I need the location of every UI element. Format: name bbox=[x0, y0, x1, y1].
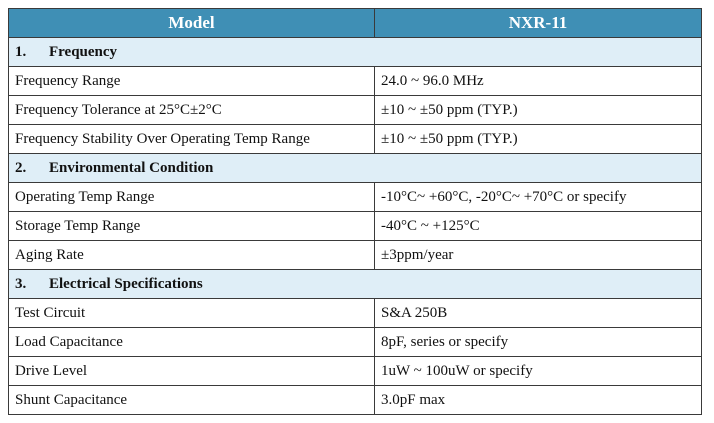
spec-label: Shunt Capacitance bbox=[8, 385, 375, 415]
header-model-value: NXR-11 bbox=[374, 8, 702, 38]
spec-value: ±3ppm/year bbox=[374, 240, 702, 270]
spec-value: 3.0pF max bbox=[374, 385, 702, 415]
section-row: 2. Environmental Condition bbox=[8, 153, 702, 183]
table-row: Storage Temp Range -40°C ~ +125°C bbox=[8, 211, 702, 241]
table-row: Shunt Capacitance 3.0pF max bbox=[8, 385, 702, 415]
spec-label: Storage Temp Range bbox=[8, 211, 375, 241]
spec-value: 8pF, series or specify bbox=[374, 327, 702, 357]
spec-label: Drive Level bbox=[8, 356, 375, 386]
table-row: Frequency Range 24.0 ~ 96.0 MHz bbox=[8, 66, 702, 96]
table-body: 1. Frequency Frequency Range 24.0 ~ 96.0 MH… bbox=[8, 37, 702, 415]
section-row: 1. Frequency bbox=[8, 37, 702, 67]
section-heading: 2. Environmental Condition bbox=[8, 153, 702, 183]
spec-value: -10°C~ +60°C, -20°C~ +70°C or specify bbox=[374, 182, 702, 212]
spec-label: Test Circuit bbox=[8, 298, 375, 328]
spec-value: ±10 ~ ±50 ppm (TYP.) bbox=[374, 95, 702, 125]
spec-value: 24.0 ~ 96.0 MHz bbox=[374, 66, 702, 96]
section-title: Electrical Specifications bbox=[49, 275, 203, 292]
table-row: Load Capacitance 8pF, series or specify bbox=[8, 327, 702, 357]
spec-value: S&A 250B bbox=[374, 298, 702, 328]
section-number: 1. bbox=[15, 43, 27, 60]
spec-value: 1uW ~ 100uW or specify bbox=[374, 356, 702, 386]
spec-label: Frequency Tolerance at 25°C±2°C bbox=[8, 95, 375, 125]
section-number: 3. bbox=[15, 275, 27, 292]
spec-value: ±10 ~ ±50 ppm (TYP.) bbox=[374, 124, 702, 154]
spec-label: Frequency Range bbox=[8, 66, 375, 96]
section-title: Environmental Condition bbox=[49, 159, 214, 176]
section-row: 3. Electrical Specifications bbox=[8, 269, 702, 299]
section-heading: 1. Frequency bbox=[8, 37, 702, 67]
spec-label: Aging Rate bbox=[8, 240, 375, 270]
table-row: Frequency Stability Over Operating Temp … bbox=[8, 124, 702, 154]
spec-label: Operating Temp Range bbox=[8, 182, 375, 212]
table-row: Operating Temp Range -10°C~ +60°C, -20°C~… bbox=[8, 182, 702, 212]
table-row: Aging Rate ±3ppm/year bbox=[8, 240, 702, 270]
spec-label: Load Capacitance bbox=[8, 327, 375, 357]
table-row: Test Circuit S&A 250B bbox=[8, 298, 702, 328]
section-number: 2. bbox=[15, 159, 27, 176]
spec-value: -40°C ~ +125°C bbox=[374, 211, 702, 241]
header-model: Model bbox=[8, 8, 375, 38]
table-row: Frequency Tolerance at 25°C±2°C ±10 ~ ±50… bbox=[8, 95, 702, 125]
table-row: Drive Level 1uW ~ 100uW or specify bbox=[8, 356, 702, 386]
section-heading: 3. Electrical Specifications bbox=[8, 269, 702, 299]
spec-label: Frequency Stability Over Operating Temp … bbox=[8, 124, 375, 154]
section-title: Frequency bbox=[49, 43, 118, 60]
table-header-row: Model NXR-11 bbox=[8, 8, 702, 38]
spec-table: Model NXR-11 1. Frequency Frequency Range 2… bbox=[8, 8, 702, 415]
